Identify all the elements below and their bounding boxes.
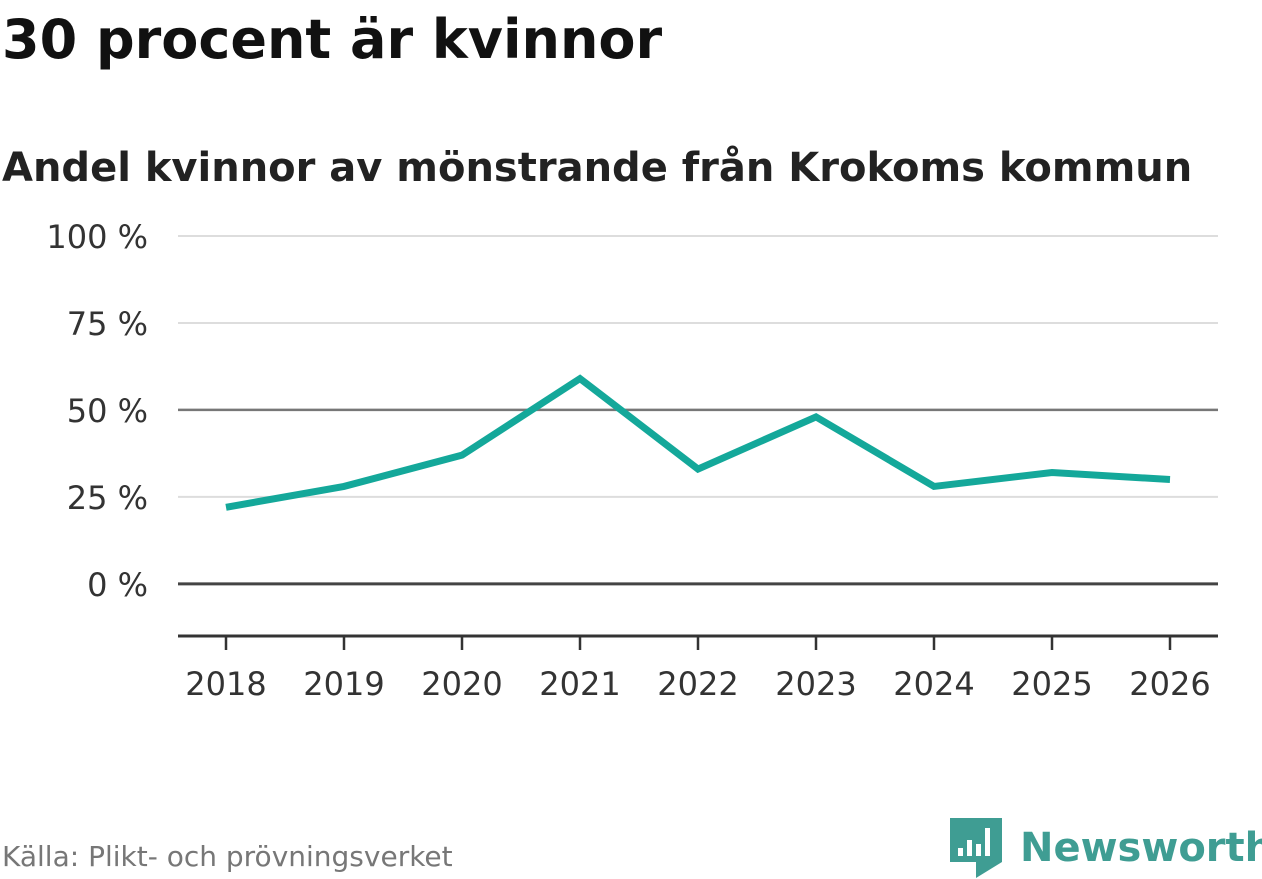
y-tick-label: 75 % <box>67 305 148 343</box>
x-tick-label: 2018 <box>185 665 266 703</box>
x-tick-label: 2022 <box>657 665 738 703</box>
y-tick-label: 25 % <box>67 479 148 517</box>
source-note: Källa: Plikt- och prövningsverket <box>2 840 453 873</box>
newsworthy-logo-icon <box>950 818 1002 878</box>
y-tick-label: 50 % <box>67 392 148 430</box>
x-tick-label: 2019 <box>303 665 384 703</box>
x-tick-label: 2024 <box>893 665 974 703</box>
chart-subtitle: Andel kvinnor av mönstrande från Krokoms… <box>2 145 1193 191</box>
series-line <box>225 374 1171 511</box>
x-tick-label: 2023 <box>775 665 856 703</box>
chart-title: 30 procent är kvinnor <box>2 8 663 71</box>
x-tick-label: 2021 <box>539 665 620 703</box>
y-tick-label: 0 % <box>87 566 148 604</box>
y-tick-label: 100 % <box>46 218 148 256</box>
x-tick-label: 2020 <box>421 665 502 703</box>
x-tick-label: 2026 <box>1129 665 1210 703</box>
x-tick-label: 2025 <box>1011 665 1092 703</box>
brand: Newsworthy <box>950 818 1262 878</box>
brand-name: Newsworthy <box>1020 825 1262 871</box>
